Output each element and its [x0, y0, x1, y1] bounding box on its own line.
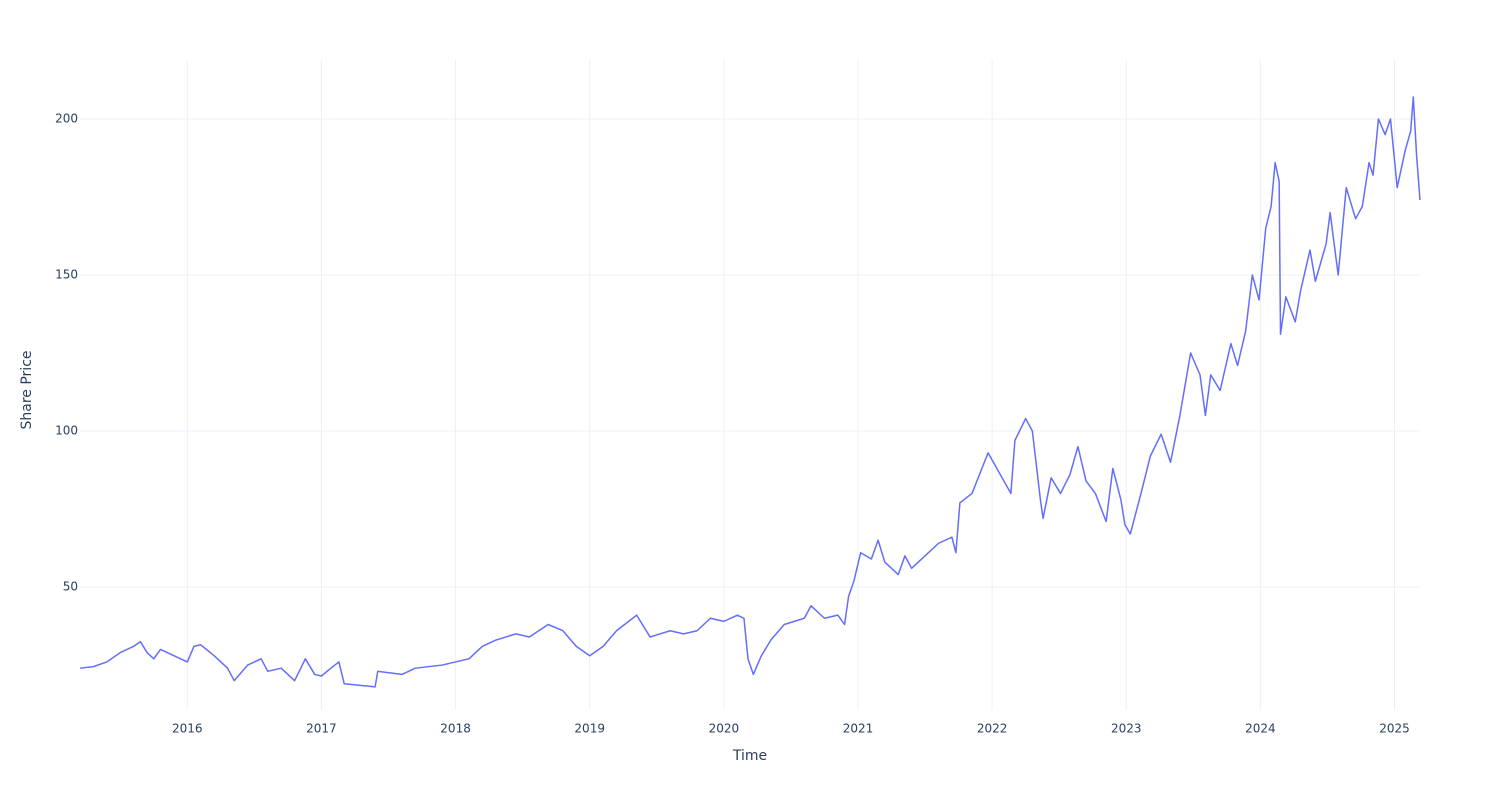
y-axis-title: Share Price [19, 350, 35, 429]
x-tick-label: 2025 [1379, 722, 1410, 736]
y-tick-label: 200 [55, 111, 78, 125]
x-tick-label: 2023 [1111, 722, 1142, 736]
x-tick-label: 2020 [709, 722, 740, 736]
x-tick-label: 2016 [172, 722, 203, 736]
price-line [79, 96, 1421, 688]
y-tick-label: 50 [63, 580, 78, 594]
y-tick-label: 100 [55, 424, 78, 438]
x-tick-label: 2018 [440, 722, 471, 736]
x-tick-label: 2017 [306, 722, 337, 736]
y-tick-label: 150 [55, 268, 78, 282]
x-tick-label: 2024 [1245, 722, 1276, 736]
x-tick-label: 2022 [977, 722, 1008, 736]
x-tick-label: 2021 [843, 722, 874, 736]
x-axis-title: Time [732, 748, 767, 764]
x-tick-label: 2019 [574, 722, 605, 736]
grid [80, 60, 1420, 710]
